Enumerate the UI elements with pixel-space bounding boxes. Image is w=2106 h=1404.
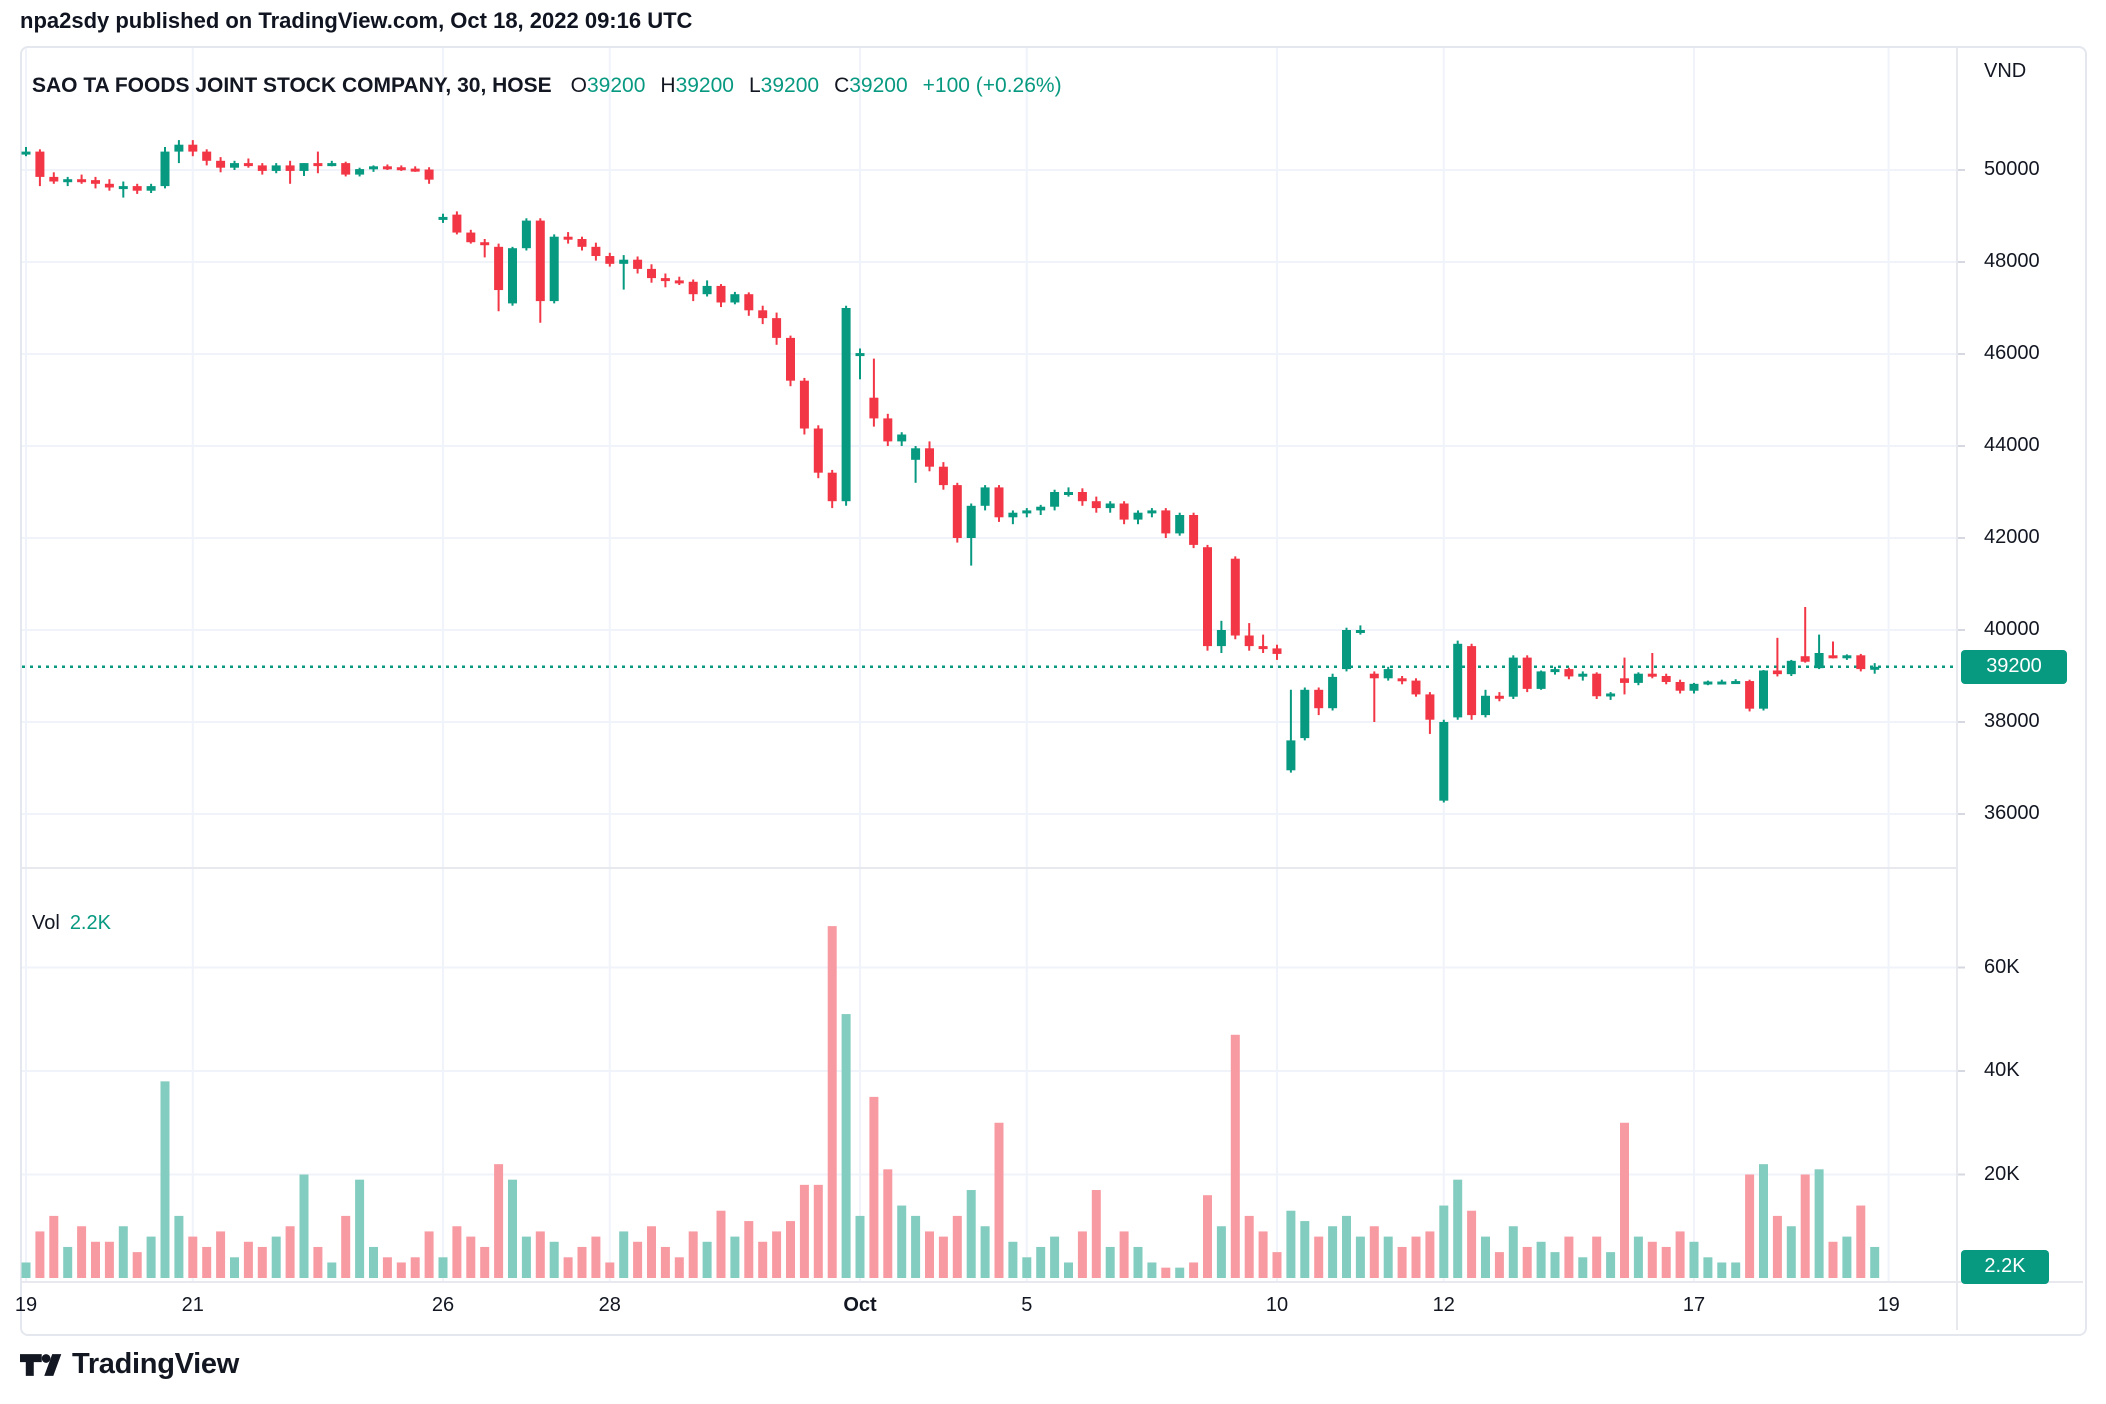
price-tick-label: 40000: [1984, 618, 2040, 640]
price-axis-unit: VND: [1984, 60, 2027, 82]
time-tick-label: 19: [1877, 1294, 1900, 1316]
price-tick-label: 48000: [1984, 250, 2040, 272]
time-tick-label: 21: [181, 1294, 204, 1316]
volume-legend[interactable]: Vol 2.2K: [32, 912, 111, 935]
time-tick-label: Oct: [843, 1294, 877, 1316]
close-value: C39200: [834, 74, 908, 97]
brand-name: TradingView: [72, 1348, 239, 1380]
price-tick-label: 46000: [1984, 342, 2040, 364]
low-value: L39200: [748, 74, 820, 97]
volume-tick-label: 20K: [1984, 1162, 2020, 1185]
time-tick-label: 17: [1682, 1294, 1706, 1316]
volume-tick-label: 60K: [1984, 955, 2020, 978]
time-tick-label: 5: [1021, 1294, 1033, 1316]
price-tick-label: 38000: [1984, 710, 2040, 732]
price-tick-label: 50000: [1984, 158, 2040, 180]
price-tick-label: 36000: [1984, 802, 2040, 824]
price-tick-label: 42000: [1984, 526, 2040, 548]
time-tick-label: 19: [14, 1294, 38, 1316]
published-byline: npa2sdy published on TradingView.com, Oc…: [20, 8, 693, 33]
time-tick-label: 26: [431, 1294, 455, 1316]
price-tick-label: 44000: [1984, 434, 2040, 456]
high-value: H39200: [660, 74, 734, 97]
last-price-badge: 39200: [1961, 649, 2067, 684]
current-volume-badge: 2.2K: [1961, 1249, 2049, 1284]
time-tick-label: 28: [598, 1294, 621, 1316]
volume-tick-label: 40K: [1984, 1059, 2020, 1081]
time-tick-label: 12: [1432, 1294, 1455, 1316]
volume-current: 2.2K: [69, 912, 111, 934]
symbol-legend[interactable]: SAO TA FOODS JOINT STOCK COMPANY, 30, HO…: [32, 74, 1062, 98]
change-value: +100 (+0.26%): [922, 74, 1062, 97]
volume-label: Vol: [32, 912, 60, 934]
tradingview-logo-icon: [20, 1353, 62, 1376]
time-tick-label: 10: [1265, 1294, 1289, 1316]
open-value: O39200: [570, 74, 646, 97]
footer: TradingView: [20, 1348, 239, 1381]
symbol-title: SAO TA FOODS JOINT STOCK COMPANY, 30, HO…: [32, 74, 552, 97]
